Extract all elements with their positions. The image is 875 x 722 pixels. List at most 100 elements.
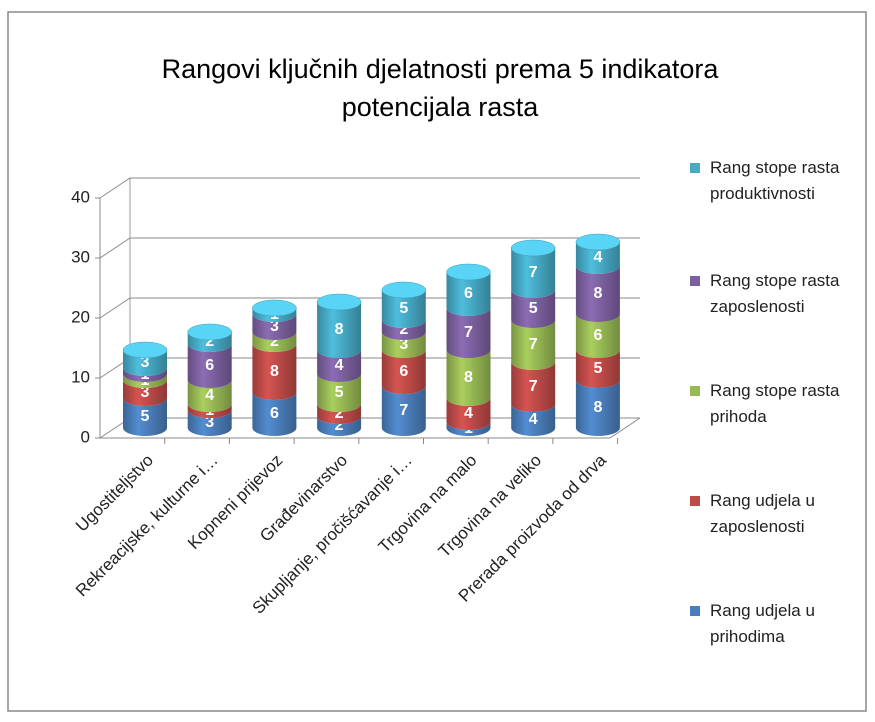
cylinder-segment: [317, 350, 362, 382]
cylinder-segment: [446, 272, 491, 316]
cylinder-segment: [511, 248, 556, 298]
cylinder-top: [381, 281, 427, 299]
data-label: 3: [141, 384, 150, 401]
y-tick-label: 20: [71, 307, 90, 326]
grid-line: [99, 357, 640, 379]
data-label: 7: [529, 378, 538, 395]
legend-label: Rang stope rasta prihoda: [710, 381, 840, 426]
data-label: 5: [399, 300, 408, 317]
cylinder-segment: [446, 422, 491, 436]
data-label: 7: [529, 264, 538, 281]
cylinder-segment: [187, 404, 232, 418]
data-label: 4: [464, 405, 473, 422]
data-label: 4: [529, 411, 538, 428]
data-label: 4: [593, 249, 602, 266]
cylinder-segment: [575, 242, 620, 274]
grid-line: [99, 297, 640, 319]
cylinder-segment: [317, 416, 362, 436]
cylinder-segment: [381, 290, 426, 328]
cylinder-segment: [187, 332, 232, 352]
cylinder-segment: [381, 332, 426, 358]
grid-line: [99, 237, 640, 259]
cylinder-top: [252, 299, 297, 317]
legend-item: Rang stope rasta zaposlenosti: [690, 268, 860, 320]
cylinder-segment: [575, 380, 620, 436]
legend-label: Rang stope rasta produktivnosti: [710, 158, 840, 203]
cylinder-segment: [123, 368, 167, 382]
data-label: 7: [399, 402, 408, 419]
data-label: 4: [205, 387, 214, 404]
data-label: 7: [464, 324, 473, 341]
data-label: 8: [335, 321, 344, 338]
data-label: 3: [270, 318, 279, 335]
data-label: 5: [529, 300, 538, 317]
data-label: 5: [141, 408, 150, 425]
grid-line: [99, 177, 640, 199]
cylinder-segment: [317, 302, 362, 358]
data-label: 6: [399, 363, 408, 380]
cylinder-segment: [123, 398, 167, 436]
y-tick-label: 40: [71, 187, 90, 206]
cylinder-segment: [446, 398, 491, 430]
legend-swatch: [690, 163, 700, 173]
cylinder-segment: [187, 410, 232, 436]
cylinder-top: [446, 263, 491, 281]
legend-label: Rang udjela u prihodima: [710, 601, 815, 646]
cylinder-segment: [317, 374, 362, 412]
data-label: 4: [335, 357, 344, 374]
cylinder-top: [187, 323, 232, 341]
grid-line: [99, 417, 640, 439]
legend-swatch: [690, 276, 700, 286]
floor-edge: [100, 417, 641, 439]
data-label: 2: [335, 417, 344, 434]
legend-swatch: [690, 606, 700, 616]
y-tick-label: 30: [71, 247, 90, 266]
cylinder-segment: [446, 308, 491, 358]
data-label: 6: [593, 327, 602, 344]
cylinder-segment: [123, 374, 167, 388]
cylinder-segment: [446, 350, 491, 406]
cylinder-segment: [381, 320, 426, 340]
legend-label: Rang stope rasta zaposlenosti: [710, 271, 840, 316]
cylinder-segment: [187, 344, 232, 388]
data-label: 3: [399, 336, 408, 353]
cylinder-segment: [381, 386, 426, 436]
cylinder-segment: [252, 344, 297, 400]
data-label: 3: [205, 414, 214, 431]
legend-item: Rang udjela u zaposlenosti: [690, 488, 860, 540]
legend-label: Rang udjela u zaposlenosti: [710, 491, 815, 536]
cylinder-segment: [187, 380, 232, 412]
data-label: 5: [593, 360, 602, 377]
cylinder-segment: [123, 380, 167, 406]
legend-swatch: [690, 496, 700, 506]
data-label: 3: [141, 354, 150, 371]
data-label: 8: [593, 399, 602, 416]
data-label: 2: [270, 333, 279, 350]
legend-swatch: [690, 386, 700, 396]
chart-border: [7, 11, 867, 712]
y-tick-label: 10: [71, 367, 90, 386]
data-label: 2: [205, 333, 214, 350]
data-label: 6: [270, 405, 279, 422]
cylinder-segment: [317, 404, 362, 424]
data-label: 7: [529, 336, 538, 353]
legend-item: Rang stope rasta produktivnosti: [690, 155, 860, 207]
cylinder-segment: [252, 314, 297, 340]
data-label: 6: [464, 285, 473, 302]
cylinder-segment: [381, 350, 426, 394]
data-label: 2: [399, 321, 408, 338]
data-label: 8: [464, 369, 473, 386]
cylinder-top: [122, 341, 168, 359]
cylinder-top: [316, 293, 362, 311]
cylinder-segment: [511, 362, 556, 412]
cylinder-top: [575, 233, 621, 251]
cylinder-segment: [511, 404, 556, 436]
y-tick-label: 0: [81, 427, 90, 446]
legend-item: Rang udjela u prihodima: [690, 598, 860, 650]
chart-title: Rangovi ključnih djelatnosti prema 5 ind…: [161, 54, 719, 122]
legend-item: Rang stope rasta prihoda: [690, 378, 860, 430]
data-label: 6: [205, 357, 214, 374]
data-label: 2: [335, 405, 344, 422]
cylinder-segment: [252, 392, 297, 436]
